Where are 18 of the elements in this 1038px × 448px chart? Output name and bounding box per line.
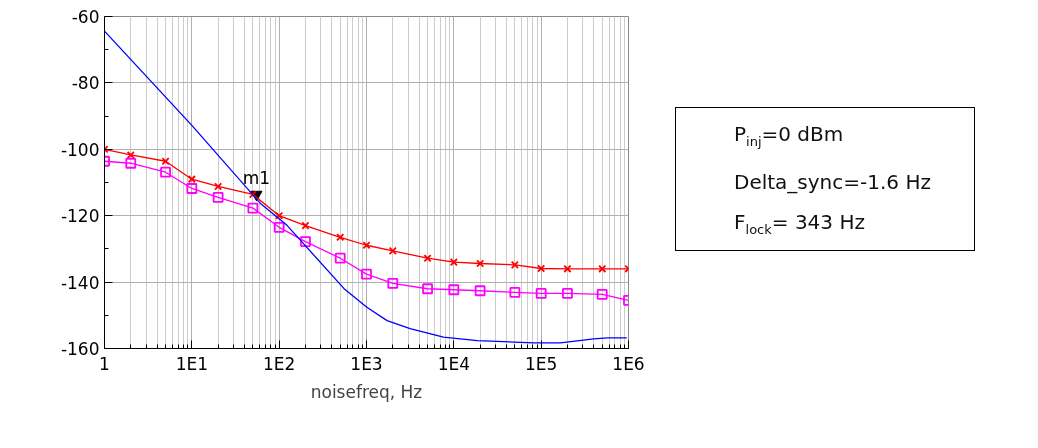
x-tick-label: 1E5 xyxy=(524,353,558,374)
y-tick-label: -100 xyxy=(60,139,100,160)
text: P$_{inj}$=0 dBm xyxy=(734,122,845,151)
x-axis-title: noisefreq, Hz xyxy=(310,381,423,402)
text: Delta_sync=-1.6 Hz xyxy=(734,170,932,194)
y-tick-label: -140 xyxy=(60,272,100,293)
y-tick-label: -80 xyxy=(71,73,100,94)
y-tick-label: -160 xyxy=(60,339,100,359)
x-tick-label: 1E1 xyxy=(175,353,209,374)
x-tick-label: 1 xyxy=(99,353,110,374)
x-tick-label: 1E4 xyxy=(437,353,471,374)
text: F$_{lock}$= 343 Hz xyxy=(734,210,866,239)
x-tick-label: 1E2 xyxy=(262,353,296,374)
x-tick-label: 1E3 xyxy=(350,353,383,374)
x-tick-label: 1E6 xyxy=(612,353,645,374)
annotation: m1 xyxy=(242,168,271,189)
y-tick-label: -60 xyxy=(71,7,100,27)
y-tick-label: -120 xyxy=(60,206,100,227)
